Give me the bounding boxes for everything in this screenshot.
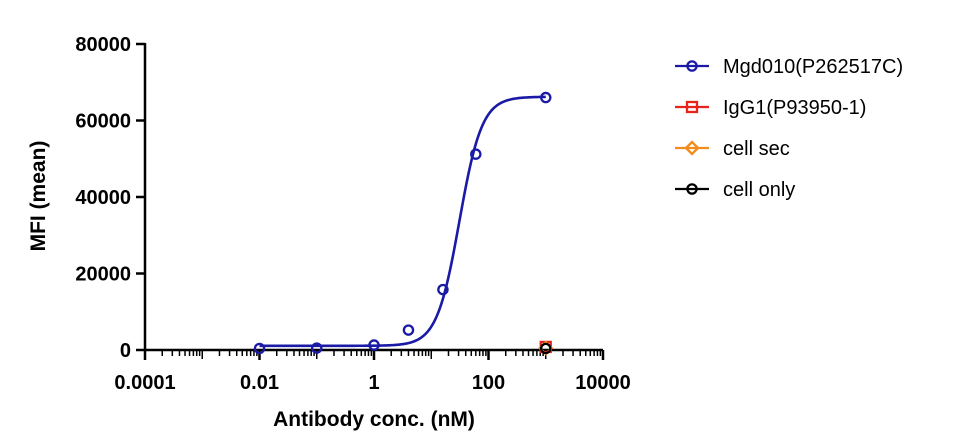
x-tick-label: 100 [472, 372, 505, 394]
x-minor-ticks [161, 350, 602, 359]
x-axis-title: Antibody conc. (nM) [273, 408, 475, 431]
data-point [540, 342, 552, 355]
legend-label: IgG1(P93950-1) [723, 97, 866, 119]
x-ticks: 0.0001 0.01 1 100 10000 [114, 350, 631, 394]
y-tick-label: 80000 [75, 34, 131, 56]
legend-label: cell only [723, 179, 795, 201]
y-ticks: 0 20000 40000 60000 80000 [75, 34, 145, 362]
x-tick-label: 1 [368, 372, 379, 394]
data-point [470, 148, 482, 160]
y-tick-label: 20000 [75, 264, 131, 286]
legend-marker [685, 100, 699, 114]
series-markers [253, 91, 552, 355]
legend-label: cell sec [723, 138, 790, 160]
data-point [368, 339, 380, 351]
fit-curves [259, 95, 546, 348]
legend-marker [686, 60, 698, 72]
data-point [253, 342, 266, 355]
data-point [437, 283, 449, 296]
data-point [310, 342, 323, 354]
legend-item: cell sec [675, 138, 790, 160]
legend-marker [684, 140, 700, 156]
fit-curve [259, 95, 546, 348]
x-tick-label: 0.0001 [114, 372, 175, 394]
x-tick-label: 0.01 [240, 372, 279, 394]
data-markers [253, 91, 554, 356]
legend-item: IgG1(P93950-1) [675, 97, 866, 119]
y-tick-label: 40000 [75, 187, 131, 209]
legend-item: cell only [675, 179, 795, 201]
legend-item: Mgd010(P262517C) [675, 56, 903, 78]
x-tick-label: 10000 [575, 372, 631, 394]
axes: 0 20000 40000 60000 80000 0.0001 0.01 1 100 1000… [75, 34, 630, 394]
data-point [402, 324, 415, 336]
y-tick-label: 0 [120, 340, 131, 362]
legend-marker [686, 183, 698, 195]
y-axis-title: MFI (mean) [27, 141, 50, 252]
y-tick-label: 60000 [75, 111, 131, 133]
series-markers [540, 342, 552, 355]
legend-label: Mgd010(P262517C) [723, 56, 903, 78]
data-point [540, 91, 552, 104]
legend: Mgd010(P262517C) IgG1(P93950-1) cell sec ce… [675, 56, 903, 201]
